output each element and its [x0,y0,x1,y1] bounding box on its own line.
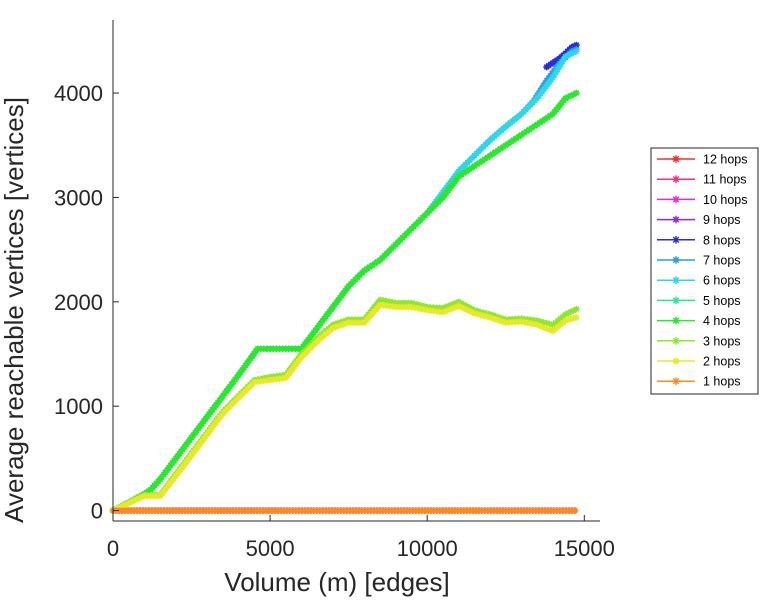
legend-item-7-hops: 7 hops [657,254,741,268]
legend-item-11-hops: 11 hops [657,173,747,187]
legend: 12 hops 11 hops 10 hops 9 hops 8 hops 7 hops 6… [650,147,759,395]
legend-label: 11 hops [703,173,747,187]
series-3-hops [109,296,580,514]
x-tick-label: 15000 [554,536,615,561]
legend-label: 9 hops [703,213,741,227]
legend-marker [672,296,680,305]
legend-marker [672,236,680,244]
legend-marker [672,195,680,204]
legend-marker [672,256,680,264]
legend-item-9-hops: 9 hops [657,213,741,227]
series-markers-1-hops [109,507,579,514]
series-2-hops [109,301,580,514]
x-tick-label: 0 [107,536,119,561]
legend-label: 5 hops [703,294,741,308]
series-markers-3-hops [109,296,580,514]
y-tick-label: 0 [91,499,103,524]
legend-marker [672,357,680,365]
y-tick-label: 3000 [54,185,103,210]
y-tick-label: 4000 [54,81,103,106]
legend-item-2-hops: 2 hops [657,355,741,369]
legend-marker [672,316,680,325]
legend-marker [672,337,680,345]
plot-area [109,41,580,514]
legend-label: 8 hops [703,233,741,247]
series-markers-2-hops [109,301,580,514]
series-markers-4-hops [109,89,580,514]
y-tick-label: 1000 [54,394,103,419]
legend-label: 1 hops [703,375,741,389]
legend-marker [672,377,680,385]
legend-box [650,147,759,395]
legend-item-6-hops: 6 hops [657,274,741,288]
x-tick-label: 5000 [246,536,295,561]
series-4-hops [109,89,580,514]
axis-ticks: 0 5000 10000 15000 0 1000 2000 3000 4000 [54,81,615,561]
legend-label: 4 hops [703,314,741,328]
y-tick-label: 2000 [54,290,103,315]
legend-item-8-hops: 8 hops [657,233,741,247]
legend-item-1-hops: 1 hops [657,375,741,389]
legend-item-5-hops: 5 hops [657,294,741,308]
legend-label: 3 hops [703,334,741,348]
legend-marker [672,175,680,183]
legend-label: 7 hops [703,254,741,268]
series-line-2-hops [112,303,577,512]
legend-label: 10 hops [703,193,747,207]
legend-item-4-hops: 4 hops [657,314,741,328]
legend-label: 6 hops [703,274,741,288]
legend-marker [672,215,680,224]
legend-item-3-hops: 3 hops [657,334,741,348]
x-axis-label: Volume (m) [edges] [224,567,449,597]
legend-label: 2 hops [703,355,741,369]
series-1-hops [109,507,579,514]
y-axis-label: Average reachable vertices [vertices] [0,97,29,523]
x-tick-label: 10000 [397,536,458,561]
series-line-3-hops [112,298,577,512]
series-line-6-hops [112,50,577,512]
legend-item-12-hops: 12 hops [657,153,747,167]
series-6-hops [109,48,580,514]
series-markers-6-hops [109,48,580,514]
legend-label: 12 hops [703,153,747,167]
legend-marker [672,276,680,284]
legend-marker [672,155,680,163]
legend-item-10-hops: 10 hops [657,193,747,207]
